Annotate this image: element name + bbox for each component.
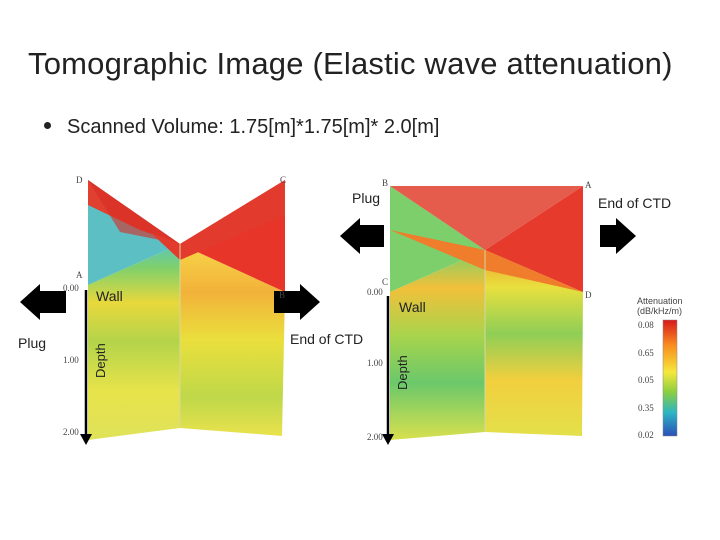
- left-corner-b: B: [279, 290, 286, 300]
- scanned-volume-bullet: Scanned Volume: 1.75[m]*1.75[m]* 2.0[m]: [44, 116, 439, 139]
- legend-color-bar: [662, 319, 678, 437]
- left-plug-label: Plug: [18, 335, 47, 351]
- left-tick-top: 0.00: [63, 283, 79, 293]
- arrow-left-icon: [340, 218, 384, 254]
- left-corner-c: C: [280, 175, 287, 185]
- legend-tick-3: 0.05: [638, 375, 654, 385]
- left-corner-d: D: [76, 175, 83, 185]
- right-corner-b: B: [382, 178, 389, 188]
- left-view-depth-arrowhead: [80, 434, 92, 445]
- right-tick-mid: 1.00: [367, 358, 383, 368]
- right-tick-top: 0.00: [367, 287, 383, 297]
- arrow-right-icon: [600, 218, 636, 254]
- left-view-red-wedge: [150, 180, 285, 260]
- page-title: Tomographic Image (Elastic wave attenuat…: [28, 46, 673, 81]
- right-corner-a: A: [585, 180, 592, 190]
- legend-title-line2: (dB/kHz/m): [637, 306, 682, 316]
- right-view-depth-arrowhead: [382, 434, 394, 445]
- right-tick-bottom: 2.00: [367, 432, 383, 442]
- legend-tick-4: 0.35: [638, 403, 654, 413]
- right-depth-label: Depth: [395, 355, 410, 390]
- right-corner-c: C: [382, 277, 389, 287]
- scanned-volume-text: Scanned Volume: 1.75[m]*1.75[m]* 2.0[m]: [67, 116, 440, 138]
- legend-title-line1: Attenuation: [637, 296, 683, 306]
- left-end-of-ctd-label: End of CTD: [290, 331, 364, 347]
- left-view-top-panel-c: [88, 180, 180, 244]
- left-depth-label: Depth: [93, 343, 108, 378]
- right-view-panel-left: [390, 250, 485, 440]
- legend-tick-5: 0.02: [638, 430, 654, 440]
- right-view-top-panel-b: [485, 186, 583, 292]
- right-view-top-panel-c: [390, 186, 583, 250]
- right-corner-d: D: [585, 290, 592, 300]
- left-corner-a: A: [76, 270, 83, 280]
- left-view-panel-right: [180, 244, 285, 436]
- right-plug-label: Plug: [352, 190, 381, 206]
- arrow-left-icon: [20, 284, 66, 320]
- legend-title: Attenuation (dB/kHz/m): [637, 296, 683, 316]
- left-tick-bottom: 2.00: [63, 427, 79, 437]
- left-tick-mid: 1.00: [63, 355, 79, 365]
- left-wall-label: Wall: [96, 288, 123, 304]
- legend-tick-2: 0.65: [638, 348, 654, 358]
- right-view-top-panel-d: [390, 230, 583, 292]
- right-wall-label: Wall: [399, 299, 426, 315]
- right-end-of-ctd-label: End of CTD: [598, 195, 672, 211]
- right-view-top-panel-a: [390, 186, 485, 292]
- left-view-panel-left: [88, 244, 180, 440]
- arrow-right-icon: [274, 284, 320, 320]
- legend-tick-1: 0.08: [638, 320, 654, 330]
- right-view-panel-right: [485, 250, 583, 436]
- bullet-dot-icon: [44, 122, 51, 130]
